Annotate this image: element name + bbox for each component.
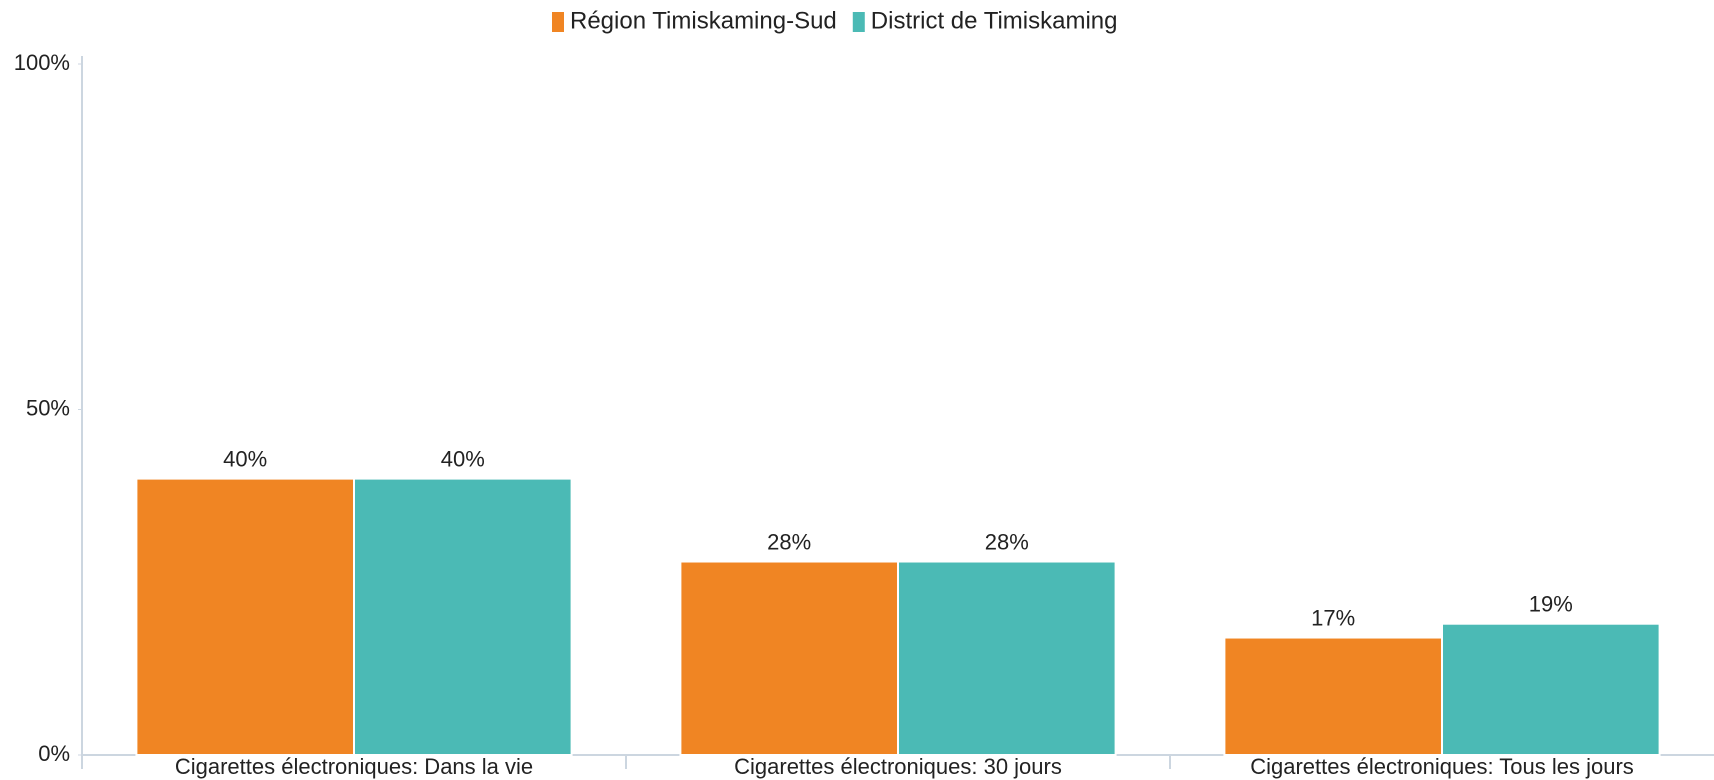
value-label: 40%	[223, 446, 267, 471]
legend-swatch	[852, 12, 865, 32]
value-label: 28%	[985, 529, 1029, 554]
x-tick-label: Cigarettes électroniques: 30 jours	[734, 754, 1062, 779]
legend-label: Région Timiskaming-Sud	[570, 7, 837, 34]
x-tick-label: Cigarettes électroniques: Tous les jours	[1250, 754, 1634, 779]
bar	[135, 477, 355, 756]
y-tick-label: 100%	[14, 50, 70, 75]
bar	[897, 560, 1117, 757]
value-label: 40%	[441, 446, 485, 471]
legend-swatch	[552, 12, 564, 32]
bar	[1223, 636, 1444, 757]
legend-label: District de Timiskaming	[871, 7, 1118, 34]
value-label: 28%	[767, 529, 811, 554]
bar	[353, 477, 573, 756]
x-tick-label: Cigarettes électroniques: Dans la vie	[175, 754, 533, 779]
y-tick-label: 50%	[26, 395, 70, 420]
y-tick-label: 0%	[38, 741, 70, 766]
bar	[679, 560, 900, 757]
bar	[1441, 622, 1661, 757]
value-label: 17%	[1311, 605, 1355, 630]
value-label: 19%	[1529, 592, 1573, 617]
